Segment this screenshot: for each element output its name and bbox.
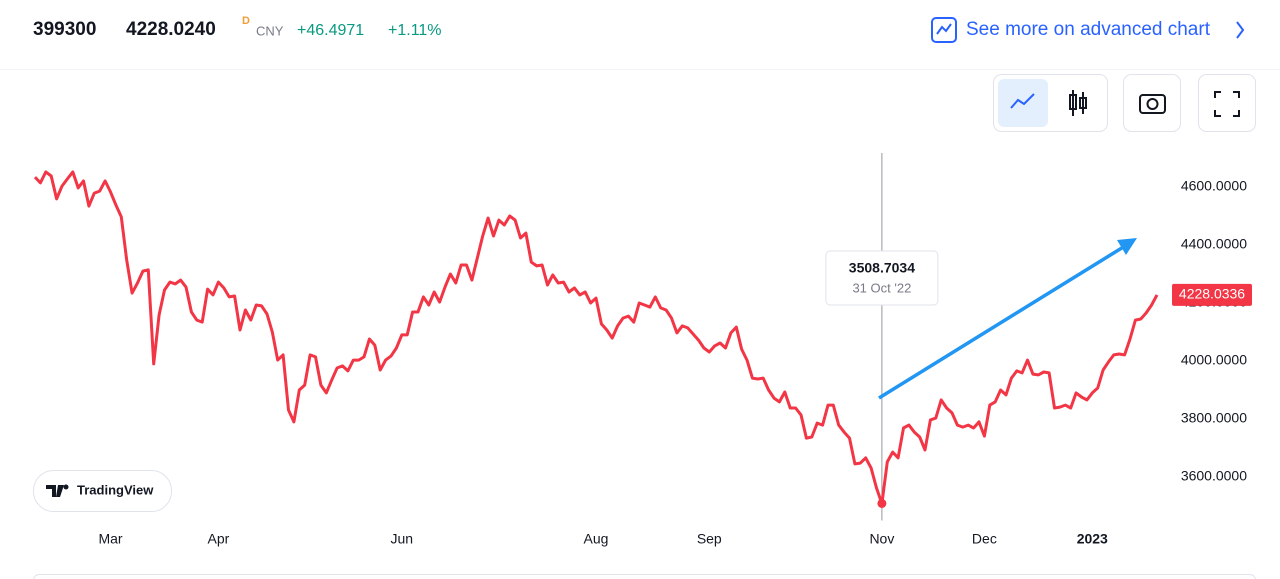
chevron bbox=[1236, 21, 1245, 39]
x-tick-label: Nov bbox=[869, 531, 894, 547]
change: +46.4971 bbox=[297, 22, 364, 39]
price: 4228.0240 bbox=[126, 19, 216, 40]
x-tick-label: Jun bbox=[391, 531, 414, 547]
symbol: 399300 bbox=[33, 19, 96, 40]
badge-text: TradingView bbox=[77, 482, 154, 497]
x-tick-label: Sep bbox=[697, 531, 722, 547]
last-price-label: 4228.0336 bbox=[1179, 286, 1245, 302]
link-icon bbox=[931, 17, 957, 43]
candle-body bbox=[1079, 97, 1087, 109]
change-percent: +1.11% bbox=[388, 22, 442, 39]
screenshot-button[interactable] bbox=[1123, 74, 1181, 132]
candle-button[interactable] bbox=[1069, 90, 1087, 116]
link-icon-line bbox=[936, 23, 952, 35]
x-tick-label: 2023 bbox=[1077, 531, 1108, 547]
plot: 3600.00003800.00004000.00004200.00004400… bbox=[33, 153, 1252, 547]
badge-logo-dot bbox=[63, 484, 69, 490]
x-tick-label: Apr bbox=[208, 531, 230, 547]
y-tick-label: 3600.0000 bbox=[1181, 468, 1247, 484]
badge[interactable] bbox=[33, 470, 172, 512]
price-line bbox=[33, 170, 1159, 505]
tooltip-date: 31 Oct '22 bbox=[852, 280, 911, 295]
y-tick-label: 4400.0000 bbox=[1181, 236, 1247, 252]
candle-body bbox=[1069, 94, 1077, 110]
panel-edge bbox=[33, 574, 1256, 579]
camera-lens bbox=[1146, 98, 1159, 110]
badge-logo bbox=[46, 485, 64, 497]
x-tick-label: Dec bbox=[972, 531, 997, 547]
y-tick-label: 3800.0000 bbox=[1181, 410, 1247, 426]
tooltip-value: 3508.7034 bbox=[849, 260, 915, 276]
camera-icon bbox=[1139, 94, 1166, 114]
x-tick-label: Mar bbox=[98, 531, 122, 547]
trend-arrow bbox=[878, 244, 1126, 400]
fullscreen-icon bbox=[1214, 91, 1240, 117]
line-icon bbox=[1010, 93, 1035, 109]
flag: D bbox=[242, 15, 250, 27]
fullscreen-button[interactable] bbox=[1198, 74, 1256, 132]
x-tick-label: Aug bbox=[584, 531, 609, 547]
y-tick-label: 4600.0000 bbox=[1181, 178, 1247, 194]
currency: CNY bbox=[256, 23, 284, 38]
link-text[interactable]: See more on advanced chart bbox=[966, 19, 1211, 40]
tooltip bbox=[825, 250, 939, 306]
trend-arrow-head bbox=[1117, 238, 1137, 255]
crosshair-marker bbox=[877, 498, 887, 508]
y-tick-label: 4000.0000 bbox=[1181, 352, 1247, 368]
advanced-link[interactable]: See more on advanced chart bbox=[931, 17, 1245, 43]
last-price-box bbox=[1172, 283, 1252, 306]
